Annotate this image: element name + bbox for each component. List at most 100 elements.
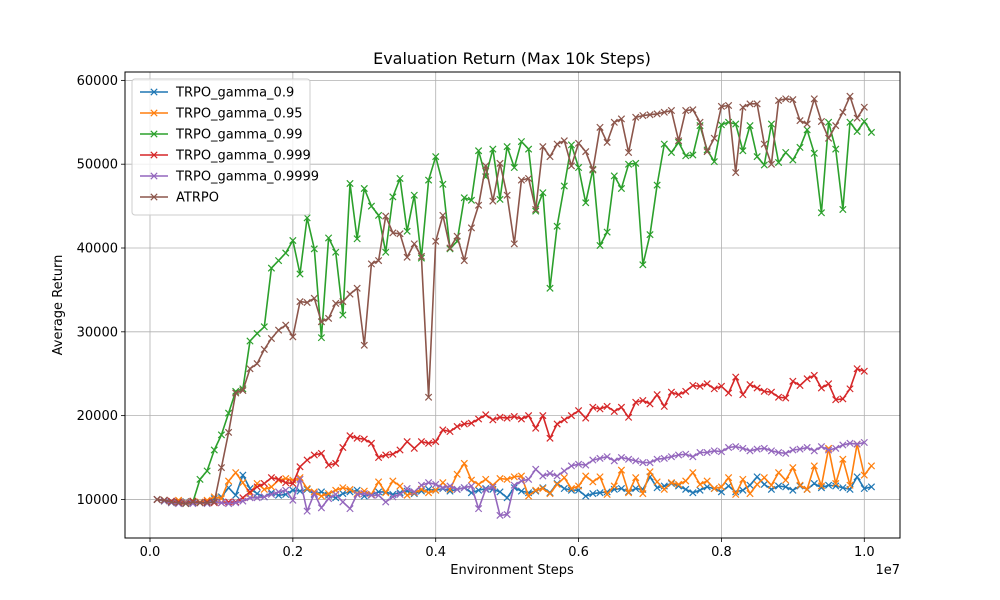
data-point bbox=[503, 494, 511, 502]
data-point bbox=[632, 113, 640, 121]
data-point bbox=[717, 102, 726, 110]
data-point bbox=[789, 446, 797, 454]
data-point bbox=[710, 447, 718, 455]
data-point bbox=[382, 498, 390, 506]
data-point bbox=[689, 469, 697, 477]
data-point bbox=[239, 471, 247, 479]
data-point bbox=[524, 492, 533, 500]
data-point bbox=[824, 118, 833, 126]
data-point bbox=[567, 412, 576, 420]
data-point bbox=[410, 191, 418, 199]
legend-swatch-marker bbox=[150, 130, 158, 138]
data-point bbox=[696, 448, 704, 457]
data-point bbox=[267, 334, 276, 343]
data-point bbox=[817, 384, 826, 392]
data-point bbox=[346, 290, 354, 298]
data-point bbox=[860, 103, 868, 111]
data-point bbox=[289, 496, 297, 504]
data-point bbox=[682, 387, 690, 395]
data-point bbox=[296, 475, 304, 483]
data-point bbox=[339, 443, 347, 452]
data-point bbox=[424, 489, 433, 497]
data-point bbox=[624, 413, 633, 421]
data-point bbox=[767, 481, 776, 489]
data-point bbox=[746, 100, 754, 108]
legend-item: TRPO_gamma_0.9999 bbox=[140, 170, 319, 185]
series-line bbox=[157, 367, 865, 504]
chart-title: Evaluation Return (Max 10k Steps) bbox=[373, 49, 651, 68]
data-point bbox=[310, 489, 318, 498]
data-point bbox=[703, 380, 711, 388]
y-tick-label: 20000 bbox=[77, 409, 118, 424]
data-point bbox=[710, 134, 718, 142]
data-point bbox=[596, 405, 604, 413]
data-point bbox=[674, 391, 683, 399]
data-point bbox=[182, 500, 190, 508]
data-point bbox=[682, 450, 690, 458]
data-point bbox=[646, 400, 654, 408]
series-TRPO_gamma_0.999 bbox=[153, 365, 868, 507]
data-point bbox=[374, 211, 383, 219]
data-point bbox=[317, 318, 326, 326]
data-point bbox=[724, 389, 733, 397]
data-point bbox=[660, 454, 668, 463]
data-point bbox=[410, 488, 418, 496]
data-point bbox=[539, 472, 547, 480]
data-point bbox=[789, 377, 797, 385]
data-point bbox=[667, 479, 676, 487]
data-point bbox=[553, 472, 561, 480]
data-point bbox=[617, 484, 626, 493]
data-point bbox=[660, 108, 668, 116]
data-point bbox=[396, 446, 404, 454]
data-point bbox=[596, 241, 604, 250]
data-point bbox=[517, 415, 526, 423]
data-point bbox=[589, 166, 597, 174]
data-point bbox=[824, 481, 833, 489]
data-point bbox=[389, 450, 397, 458]
data-point bbox=[689, 106, 697, 114]
data-point bbox=[589, 403, 597, 411]
data-point bbox=[724, 474, 733, 482]
legend-item: ATRPO bbox=[140, 191, 219, 206]
data-point bbox=[503, 414, 511, 422]
data-point bbox=[403, 253, 411, 261]
data-point bbox=[274, 256, 283, 265]
data-point bbox=[732, 490, 740, 499]
data-point bbox=[739, 391, 747, 399]
data-point bbox=[403, 484, 411, 493]
data-point bbox=[232, 491, 240, 499]
data-point bbox=[760, 161, 768, 169]
data-point bbox=[674, 138, 683, 147]
data-point bbox=[253, 483, 261, 491]
data-point bbox=[246, 488, 254, 496]
data-point bbox=[589, 489, 597, 498]
data-point bbox=[253, 329, 261, 338]
data-point bbox=[467, 476, 476, 484]
data-point bbox=[296, 463, 304, 471]
data-point bbox=[767, 388, 776, 396]
data-point bbox=[696, 118, 704, 126]
data-point bbox=[489, 145, 497, 153]
data-point bbox=[653, 455, 661, 463]
data-point bbox=[282, 321, 290, 329]
data-point bbox=[846, 118, 854, 126]
data-point bbox=[424, 176, 433, 184]
data-point bbox=[453, 232, 461, 240]
data-point bbox=[689, 381, 697, 390]
legend-swatch-marker bbox=[150, 193, 158, 201]
data-point bbox=[496, 488, 504, 496]
legend-swatch-marker bbox=[150, 151, 158, 159]
data-point bbox=[274, 475, 283, 483]
data-point bbox=[239, 497, 247, 505]
data-point bbox=[774, 482, 783, 490]
data-point bbox=[153, 495, 161, 504]
data-point bbox=[403, 491, 411, 499]
data-point bbox=[610, 457, 618, 465]
data-point bbox=[496, 413, 504, 421]
data-point bbox=[432, 153, 440, 161]
legend: TRPO_gamma_0.9 TRPO_gamma_0.95 TRPO_gamma_… bbox=[131, 78, 319, 216]
data-point bbox=[403, 227, 411, 235]
data-point bbox=[817, 117, 826, 126]
legend-item: TRPO_gamma_0.999 bbox=[140, 149, 311, 164]
data-point bbox=[524, 174, 533, 183]
